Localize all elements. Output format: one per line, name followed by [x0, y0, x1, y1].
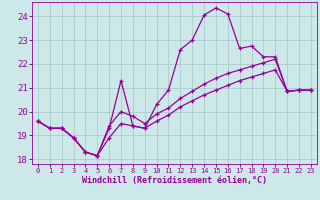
X-axis label: Windchill (Refroidissement éolien,°C): Windchill (Refroidissement éolien,°C): [82, 176, 267, 185]
